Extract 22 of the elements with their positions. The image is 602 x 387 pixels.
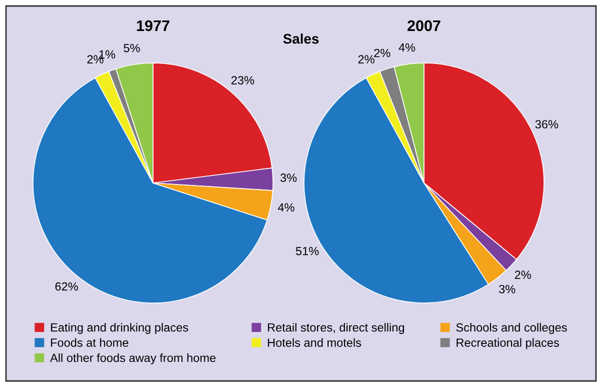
data-label: 3% [499,284,516,294]
data-label: 62% [55,282,78,291]
data-label: 3% [280,174,297,182]
data-label: 51% [296,246,319,256]
data-label: 36% [535,120,558,128]
legend-label: All other foods away from home [50,353,216,364]
text: Sales [283,34,319,44]
data-label: 4% [398,43,416,52]
data-label: 2% [358,55,374,64]
legend-label: Foods at home [51,338,128,347]
chart-title: 2007 [408,20,440,32]
data-label: 4% [278,203,294,212]
legend-label: Eating and drinking places [51,322,188,334]
data-label: 5% [124,44,140,52]
legend-label: Schools and colleges [456,322,567,334]
data-label: 2% [514,270,531,279]
legend-label: Hotels and motels [268,338,362,347]
legend-label: Retail stores, direct selling [268,322,404,334]
chart-title: 1977 [136,20,170,32]
data-label: 2% [374,48,390,58]
data-label: 23% [231,76,254,84]
legend-label: Recreational places [456,338,559,350]
